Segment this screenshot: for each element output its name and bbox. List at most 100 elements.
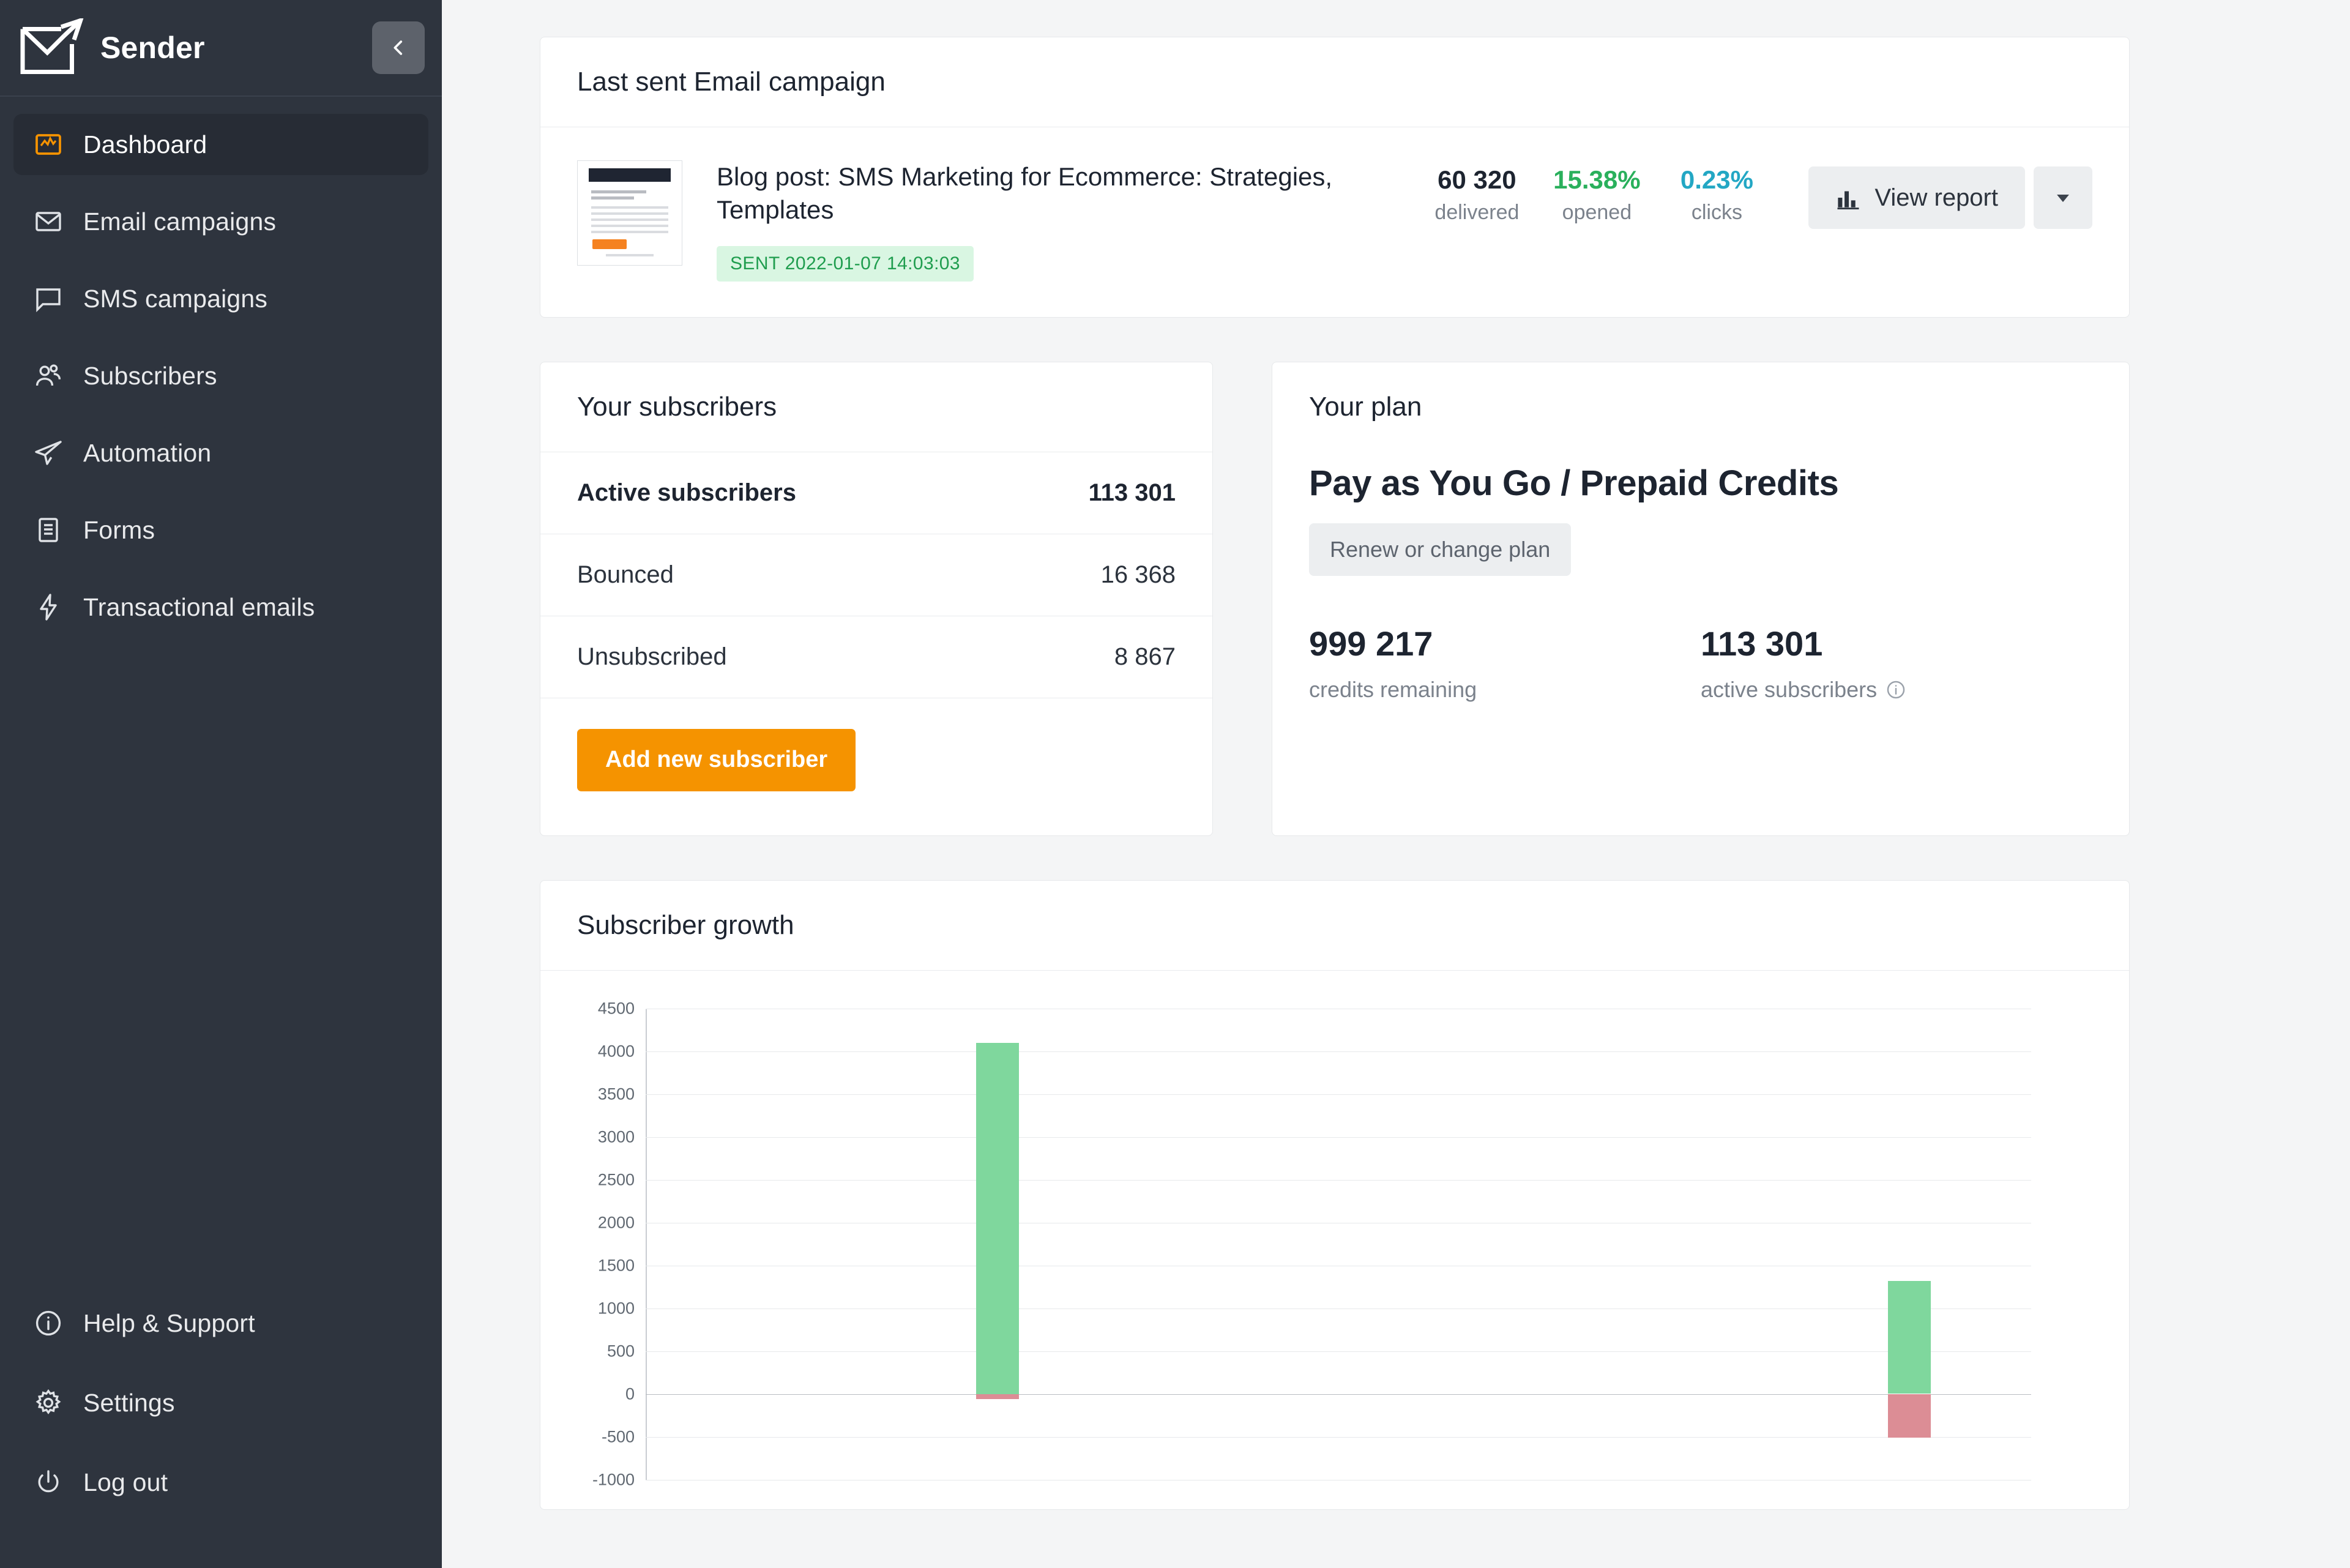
info-circle-icon <box>31 1305 66 1341</box>
y-axis-tick-label: 1500 <box>597 1256 635 1274</box>
chart-gridline <box>646 1179 2031 1181</box>
your-subscribers-card: Your subscribers Active subscribers 113 … <box>540 361 1213 836</box>
plan-stat-active-subscribers: 113 301 active subscribers <box>1701 624 2092 703</box>
sidebar-nav: Dashboard Email campaigns SMS campa <box>0 97 442 654</box>
campaign-row: Blog post: SMS Marketing for Ecommerce: … <box>540 127 2129 317</box>
campaign-info: Blog post: SMS Marketing for Ecommerce: … <box>682 160 1417 282</box>
sidebar-item-dashboard[interactable]: Dashboard <box>13 114 428 175</box>
card-header: Subscriber growth <box>540 881 2129 971</box>
y-axis-tick-label: 1000 <box>597 1299 635 1317</box>
card-footer: Add new subscriber <box>540 698 1212 835</box>
sidebar-item-settings[interactable]: Settings <box>13 1372 428 1433</box>
chart-title: Subscriber growth <box>577 909 794 940</box>
sidebar-item-label: Transactional emails <box>83 592 315 621</box>
sidebar-item-label: SMS campaigns <box>83 284 268 313</box>
metric-label: opened <box>1562 201 1632 225</box>
metric-value: 0.23% <box>1680 165 1753 194</box>
collapse-sidebar-button[interactable] <box>372 21 425 74</box>
sidebar-header: Sender <box>0 0 442 97</box>
y-axis <box>646 1008 647 1480</box>
plan-name: Pay as You Go / Prepaid Credits <box>1309 463 1839 503</box>
sidebar-item-email-campaigns[interactable]: Email campaigns <box>13 191 428 252</box>
metric-clicks: 0.23% clicks <box>1657 165 1777 225</box>
power-icon <box>31 1465 66 1500</box>
chart-bar[interactable] <box>976 1042 1019 1394</box>
y-axis-tick-label: 3500 <box>597 1085 635 1103</box>
sender-logo-icon <box>18 17 87 77</box>
subscriber-row-active: Active subscribers 113 301 <box>540 452 1212 534</box>
sidebar-item-label: Email campaigns <box>83 207 277 236</box>
sidebar-item-log-out[interactable]: Log out <box>13 1452 428 1513</box>
chart-gridline <box>646 1094 2031 1095</box>
sidebar-item-automation[interactable]: Automation <box>13 422 428 483</box>
row-value: 8 867 <box>1114 643 1176 670</box>
chart-gridline <box>646 1051 2031 1052</box>
section-title: Your subscribers <box>577 391 777 422</box>
row-label: Active subscribers <box>577 479 796 506</box>
card-header: Last sent Email campaign <box>540 37 2129 127</box>
card-header: Your subscribers <box>540 362 1212 452</box>
y-axis-tick-label: 4500 <box>597 999 635 1017</box>
stat-value: 999 217 <box>1309 624 1433 663</box>
lightning-bolt-icon <box>31 589 66 625</box>
campaign-metrics: 60 320 delivered 15.38% opened 0.23% cli… <box>1417 160 2092 229</box>
campaign-thumbnail[interactable] <box>577 160 682 266</box>
sidebar-item-label: Automation <box>83 438 212 467</box>
renew-or-change-plan-button[interactable]: Renew or change plan <box>1309 523 1572 576</box>
sidebar-item-label: Log out <box>83 1468 168 1496</box>
sidebar-item-help-support[interactable]: Help & Support <box>13 1293 428 1354</box>
metric-label: delivered <box>1434 201 1520 225</box>
section-title: Your plan <box>1309 391 1422 422</box>
status-badge: SENT 2022-01-07 14:03:03 <box>717 245 974 282</box>
metric-delivered: 60 320 delivered <box>1417 165 1537 225</box>
envelope-icon <box>31 204 66 239</box>
metric-value: 60 320 <box>1438 165 1516 194</box>
sidebar-item-subscribers[interactable]: Subscribers <box>13 345 428 406</box>
campaign-name[interactable]: Blog post: SMS Marketing for Ecommerce: … <box>717 162 1333 224</box>
sidebar-item-transactional-emails[interactable]: Transactional emails <box>13 577 428 638</box>
sidebar-item-label: Help & Support <box>83 1309 255 1337</box>
chart-bar[interactable] <box>1888 1280 1931 1394</box>
y-axis-tick-label: -500 <box>601 1427 635 1446</box>
paper-plane-icon <box>31 435 66 471</box>
sidebar-item-label: Subscribers <box>83 361 217 390</box>
chat-bubble-icon <box>31 281 66 316</box>
people-icon <box>31 358 66 394</box>
sidebar-item-label: Dashboard <box>83 130 207 159</box>
sidebar-item-sms-campaigns[interactable]: SMS campaigns <box>13 268 428 329</box>
chart-gridline <box>646 1137 2031 1138</box>
sidebar-item-forms[interactable]: Forms <box>13 499 428 561</box>
chart-gridline <box>646 1351 2031 1352</box>
report-button-group: View report <box>1808 165 2092 229</box>
y-axis-tick-label: 4000 <box>597 1042 635 1060</box>
chevron-left-icon <box>394 40 403 55</box>
dashboard-icon <box>31 127 66 162</box>
chart-bar[interactable] <box>976 1394 1019 1399</box>
chart-area: 4500 4000 3500 3000 2500 2000 1500 1000 500 0 -500… <box>540 971 2129 1509</box>
sidebar: Sender Dashboard <box>0 0 442 1568</box>
y-axis-tick-label: 2000 <box>597 1213 635 1231</box>
info-circle-icon[interactable] <box>1886 679 1906 700</box>
y-axis-tick-label: 3000 <box>597 1127 635 1146</box>
y-axis-tick-label: -1000 <box>592 1470 635 1488</box>
row-value: 113 301 <box>1088 479 1176 506</box>
clipboard-icon <box>31 512 66 548</box>
card-header: Your plan <box>1272 362 2129 452</box>
page-title: Last sent Email campaign <box>577 67 886 97</box>
chart-bar[interactable] <box>1888 1394 1931 1438</box>
plan-body: Pay as You Go / Prepaid Credits Renew or… <box>1272 452 2129 745</box>
metric-value: 15.38% <box>1553 165 1641 194</box>
view-report-button[interactable]: View report <box>1808 166 2025 229</box>
stats-row: Your subscribers Active subscribers 113 … <box>540 361 2130 836</box>
y-axis-tick-label: 500 <box>606 1342 635 1360</box>
metric-label: clicks <box>1691 201 1742 225</box>
sidebar-item-label: Forms <box>83 515 155 544</box>
chart-gridline <box>646 1394 2031 1395</box>
report-dropdown-button[interactable] <box>2034 166 2092 229</box>
add-new-subscriber-button[interactable]: Add new subscriber <box>577 728 856 791</box>
bar-chart-icon <box>1835 185 1861 211</box>
row-value: 16 368 <box>1100 561 1176 588</box>
stat-value: 113 301 <box>1701 624 1823 663</box>
stat-label: credits remaining <box>1309 676 1477 702</box>
